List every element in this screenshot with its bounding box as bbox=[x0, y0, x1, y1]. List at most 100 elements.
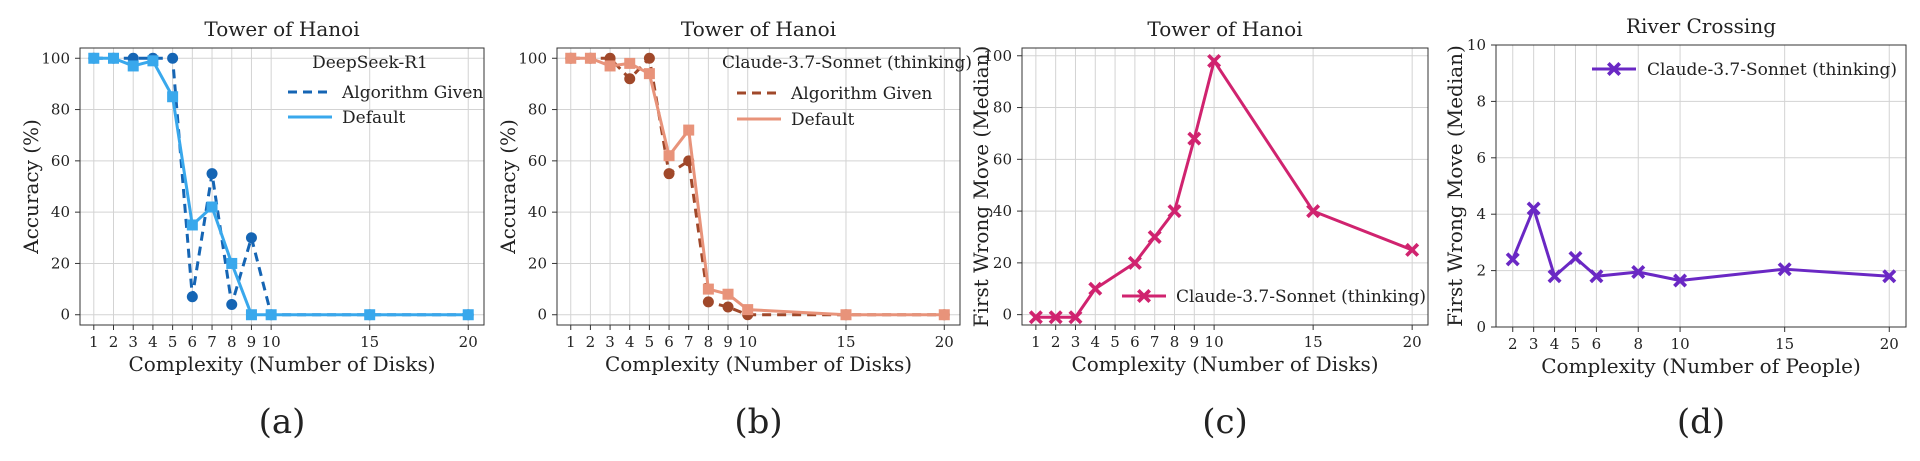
legend-marker bbox=[1137, 289, 1151, 303]
data-point bbox=[565, 52, 577, 64]
legend-marker bbox=[1607, 62, 1621, 76]
data-point bbox=[226, 257, 238, 269]
series-2 bbox=[88, 52, 474, 321]
data-point bbox=[1088, 281, 1103, 296]
y-tick-label: 0 bbox=[1476, 318, 1486, 336]
legend-title: DeepSeek-R1 bbox=[312, 53, 428, 73]
x-tick-label: 10 bbox=[1205, 333, 1224, 351]
chart-title: Tower of Hanoi bbox=[1147, 17, 1302, 41]
data-point bbox=[186, 291, 198, 303]
legend-label: Claude-3.7-Sonnet (thinking) bbox=[1647, 60, 1897, 80]
y-tick-label: 10 bbox=[1467, 36, 1486, 54]
y-tick-label: 60 bbox=[993, 150, 1012, 168]
x-tick-label: 6 bbox=[1592, 335, 1602, 353]
data-point bbox=[840, 309, 852, 321]
x-tick-label: 10 bbox=[1671, 335, 1690, 353]
data-point bbox=[462, 309, 474, 321]
x-tick-label: 2 bbox=[586, 333, 596, 351]
x-tick-label: 8 bbox=[704, 333, 714, 351]
panel-label: (b) bbox=[734, 402, 782, 442]
data-point bbox=[643, 68, 655, 80]
x-tick-label: 2 bbox=[109, 333, 119, 351]
x-tick-label: 7 bbox=[684, 333, 694, 351]
data-point bbox=[742, 304, 754, 316]
data-point bbox=[1187, 131, 1202, 146]
data-point bbox=[167, 52, 179, 64]
x-tick-label: 9 bbox=[1190, 333, 1200, 351]
series-2 bbox=[565, 52, 950, 321]
y-tick-label: 60 bbox=[528, 152, 547, 170]
legend-label: Default bbox=[791, 110, 855, 130]
data-point bbox=[1568, 250, 1583, 265]
x-tick-label: 8 bbox=[1633, 335, 1643, 353]
x-tick-label: 10 bbox=[738, 333, 757, 351]
x-tick-label: 6 bbox=[664, 333, 674, 351]
y-axis-label: First Wrong Move (Median) bbox=[969, 46, 993, 328]
data-point bbox=[1631, 265, 1646, 280]
x-tick-label: 2 bbox=[1508, 335, 1518, 353]
chart-title: River Crossing bbox=[1626, 14, 1776, 38]
data-point bbox=[1306, 204, 1321, 219]
x-tick-label: 4 bbox=[625, 333, 635, 351]
y-tick-label: 100 bbox=[41, 49, 70, 67]
data-point bbox=[702, 283, 714, 295]
y-tick-label: 100 bbox=[983, 47, 1012, 65]
data-point bbox=[722, 301, 734, 313]
y-axis-label: First Wrong Move (Median) bbox=[1443, 45, 1467, 327]
x-tick-label: 8 bbox=[1170, 333, 1180, 351]
data-point bbox=[1207, 53, 1222, 68]
x-axis-label: Complexity (Number of Disks) bbox=[1071, 352, 1378, 376]
x-tick-label: 9 bbox=[247, 333, 257, 351]
data-point bbox=[663, 168, 675, 180]
data-point bbox=[1882, 269, 1897, 284]
y-tick-label: 4 bbox=[1476, 205, 1486, 223]
data-point bbox=[245, 232, 257, 244]
x-tick-label: 10 bbox=[262, 333, 281, 351]
y-tick-label: 20 bbox=[528, 254, 547, 272]
data-point bbox=[663, 150, 675, 162]
data-point bbox=[1777, 262, 1792, 277]
legend-label: Algorithm Given bbox=[790, 84, 932, 104]
data-point bbox=[1127, 255, 1142, 270]
y-axis-label: Accuracy (%) bbox=[19, 119, 43, 255]
data-point bbox=[147, 55, 159, 67]
legend-label: Default bbox=[342, 108, 406, 128]
legend-label: Claude-3.7-Sonnet (thinking) bbox=[1176, 287, 1426, 307]
x-tick-label: 5 bbox=[1571, 335, 1581, 353]
data-point bbox=[226, 298, 238, 310]
data-point bbox=[624, 73, 636, 85]
x-tick-label: 4 bbox=[1550, 335, 1560, 353]
panel-label: (d) bbox=[1677, 402, 1725, 442]
y-axis-label: Accuracy (%) bbox=[496, 119, 520, 255]
x-tick-label: 7 bbox=[207, 333, 217, 351]
x-tick-label: 3 bbox=[605, 333, 615, 351]
x-tick-label: 5 bbox=[168, 333, 178, 351]
data-point bbox=[1505, 252, 1520, 267]
data-point bbox=[1547, 269, 1562, 284]
data-point bbox=[1147, 229, 1162, 244]
data-point bbox=[1048, 310, 1063, 325]
x-tick-label: 15 bbox=[836, 333, 855, 351]
data-point bbox=[206, 201, 218, 213]
x-axis-label: Complexity (Number of Disks) bbox=[128, 352, 435, 376]
data-point bbox=[1028, 310, 1043, 325]
y-tick-label: 0 bbox=[537, 306, 547, 324]
plot-frame bbox=[1495, 44, 1907, 328]
panel-label: (a) bbox=[259, 402, 306, 442]
data-point bbox=[1167, 204, 1182, 219]
chart-title: Tower of Hanoi bbox=[204, 17, 359, 41]
data-point bbox=[364, 309, 376, 321]
data-point bbox=[624, 57, 636, 69]
plot-frame bbox=[556, 47, 961, 326]
panel-label: (c) bbox=[1202, 402, 1248, 442]
series-line bbox=[1035, 59, 1413, 319]
y-tick-label: 0 bbox=[1002, 306, 1012, 324]
data-point bbox=[206, 168, 218, 180]
x-tick-label: 3 bbox=[1529, 335, 1539, 353]
x-tick-label: 2 bbox=[1051, 333, 1061, 351]
y-tick-label: 20 bbox=[993, 254, 1012, 272]
chart-panel-3: 1 2 3 4 5 6 7 8 9 10 15 20 0 20 40 60 80 100 Tower of Hano… bbox=[969, 17, 1429, 442]
data-point bbox=[722, 288, 734, 300]
